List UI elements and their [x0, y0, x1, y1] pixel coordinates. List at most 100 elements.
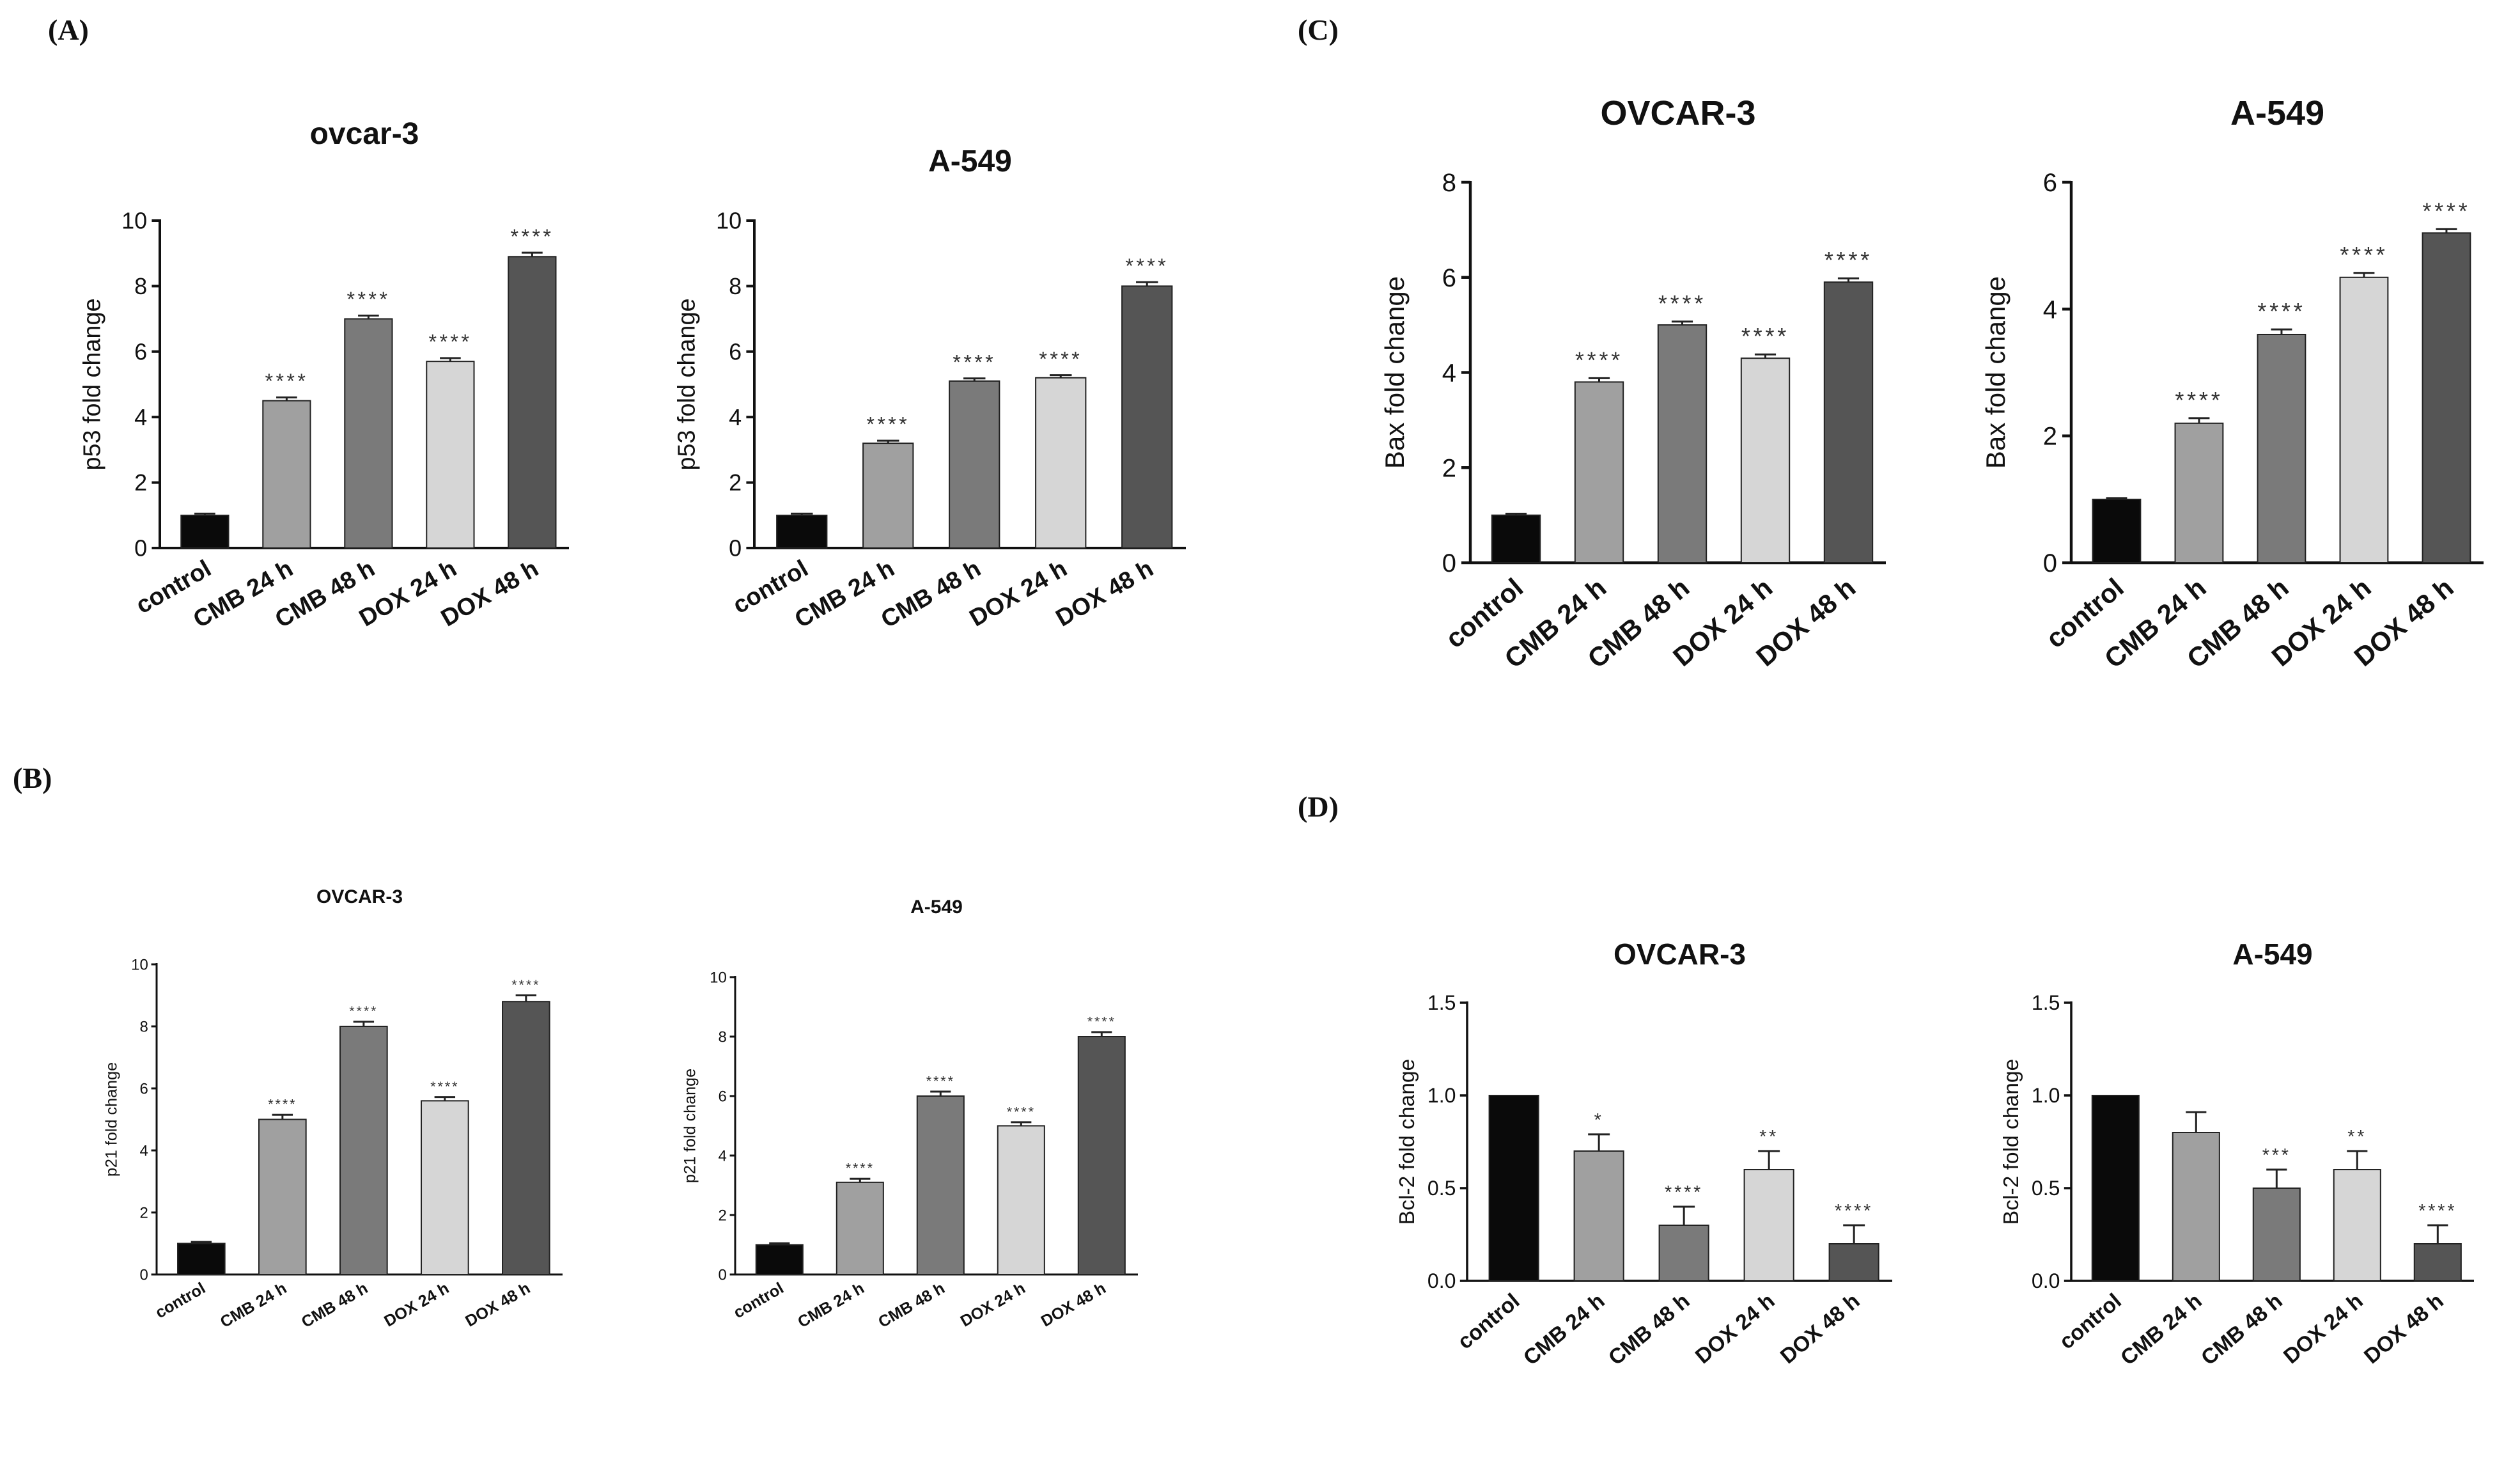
- chart-6-y-tick-label: 0: [2043, 549, 2057, 577]
- chart-5-bar: [1657, 324, 1707, 563]
- chart-5-bar: [1491, 514, 1541, 563]
- chart-4-y-tick-label: 8: [718, 1028, 726, 1046]
- chart-2-y-tick-label: 6: [729, 338, 742, 365]
- chart-4-y-tick-label: 6: [718, 1088, 726, 1105]
- chart-2-bar: [776, 514, 828, 549]
- chart-4-x-tick-label: CMB 24 h: [795, 1279, 867, 1331]
- chart-6-significance-label: ****: [2175, 387, 2223, 413]
- chart-2-x-tick-label: DOX 24 h: [965, 555, 1072, 632]
- chart-5-y-tick-label: 6: [1442, 264, 1456, 292]
- chart-8-y-tick-label: 1.0: [2032, 1084, 2060, 1107]
- chart-6-y-tick-label: 2: [2043, 423, 2057, 451]
- chart-7-title: OVCAR-3: [1614, 937, 1746, 971]
- chart-2-significance-label: ****: [866, 413, 910, 436]
- chart-3-y-tick-label: 10: [131, 956, 148, 973]
- chart-6-significance-label: ****: [2257, 298, 2305, 324]
- chart-4-x-tick-label: DOX 48 h: [1038, 1279, 1109, 1330]
- chart-4-significance-label: ****: [926, 1072, 955, 1088]
- chart-7-significance-label: *: [1594, 1110, 1604, 1131]
- chart-8-bar: [2172, 1132, 2220, 1282]
- chart-2-bar: [862, 443, 914, 549]
- chart-2-significance-label: ****: [1125, 255, 1169, 278]
- chart-3-bar: [258, 1118, 307, 1275]
- chart-4-y-tick-label: 2: [718, 1207, 726, 1224]
- chart-2-y-tick-label: 10: [716, 208, 742, 234]
- chart-2-y-tick-label: 2: [729, 469, 742, 496]
- chart-2-significance-label: ****: [953, 350, 996, 373]
- chart-3-significance-label: ****: [349, 1003, 378, 1019]
- chart-1-y-tick-label: 8: [134, 273, 147, 299]
- chart-8-bar: [2091, 1095, 2140, 1282]
- chart-8-y-label: Bcl-2 fold change: [2000, 1059, 2023, 1225]
- chart-1-y-label: p53 fold change: [79, 298, 105, 470]
- chart-6-y-tick-label: 4: [2043, 295, 2057, 324]
- chart-5-bar: [1574, 381, 1624, 563]
- chart-7-bar: [1488, 1095, 1539, 1282]
- chart-8-x-tick-label: control: [2055, 1289, 2126, 1354]
- chart-2-y-tick-label: 4: [729, 404, 742, 430]
- chart-3-y-label: p21 fold change: [103, 1062, 121, 1177]
- chart-8-bar: [2413, 1243, 2462, 1282]
- chart-7-significance-label: **: [1759, 1127, 1778, 1147]
- chart-2-x-tick-label: CMB 48 h: [876, 555, 985, 633]
- chart-5-significance-label: ****: [1741, 323, 1789, 349]
- chart-1-y-tick-label: 4: [134, 404, 147, 430]
- chart-4-x-tick-label: DOX 24 h: [958, 1279, 1029, 1330]
- chart-7-y-tick-label: 1.0: [1427, 1084, 1456, 1107]
- chart-4-title: A-549: [910, 897, 963, 918]
- chart-7-bar: [1658, 1225, 1709, 1282]
- chart-5-title: OVCAR-3: [1600, 94, 1755, 132]
- panel-label-b: (B): [13, 762, 52, 794]
- chart-8-x-tick-label: DOX 48 h: [2360, 1289, 2448, 1368]
- chart-2-bar: [1121, 285, 1173, 549]
- chart-4-bar: [836, 1181, 884, 1275]
- chart-8-x-tick-label: DOX 24 h: [2279, 1289, 2367, 1368]
- chart-3-x-tick-label: DOX 24 h: [381, 1279, 452, 1330]
- chart-2-bar: [949, 380, 1000, 549]
- chart-4-x-tick-label: control: [731, 1279, 787, 1322]
- chart-6-significance-label: ****: [2340, 242, 2388, 268]
- chart-3-significance-label: ****: [268, 1096, 297, 1112]
- chart-8-significance-label: ***: [2262, 1145, 2291, 1166]
- chart-7-y-label: Bcl-2 fold change: [1396, 1059, 1419, 1225]
- chart-5-y-tick-label: 0: [1442, 549, 1456, 577]
- chart-1-bar: [344, 318, 393, 549]
- chart-2-y-label: p53 fold change: [673, 298, 700, 470]
- chart-6-title: A-549: [2230, 94, 2324, 132]
- chart-7-x-tick-label: CMB 48 h: [1605, 1289, 1695, 1370]
- chart-6-bar: [2174, 422, 2224, 563]
- chart-7-significance-label: ****: [1665, 1182, 1703, 1203]
- chart-4-bar: [755, 1244, 804, 1275]
- chart-6-bar: [2339, 276, 2389, 563]
- chart-5-bar: [1823, 281, 1874, 563]
- chart-1-y-tick-label: 2: [134, 469, 147, 496]
- chart-3-y-tick-label: 2: [139, 1204, 148, 1221]
- chart-7-y-tick-label: 0.0: [1427, 1269, 1456, 1292]
- chart-3-x-tick-label: control: [152, 1279, 208, 1322]
- chart-1-significance-label: ****: [429, 331, 472, 354]
- chart-4-significance-label: ****: [1087, 1013, 1116, 1029]
- chart-2-x-tick-label: DOX 48 h: [1052, 555, 1158, 632]
- chart-8-title: A-549: [2232, 937, 2312, 971]
- chart-2-y-tick-label: 8: [729, 273, 742, 299]
- chart-3-y-tick-label: 0: [139, 1266, 148, 1283]
- chart-4-y-tick-label: 10: [710, 969, 727, 986]
- chart-5-bar: [1740, 357, 1791, 563]
- chart-3-bar: [177, 1243, 226, 1275]
- chart-7-bar: [1743, 1169, 1794, 1282]
- chart-7-bar: [1828, 1243, 1879, 1282]
- chart-4-bar: [1077, 1036, 1126, 1275]
- chart-5-y-tick-label: 8: [1442, 169, 1456, 197]
- chart-3-bar: [421, 1100, 469, 1276]
- chart-5-y-tick-label: 4: [1442, 359, 1456, 388]
- chart-8-x-tick-label: CMB 48 h: [2197, 1289, 2287, 1370]
- chart-1-y-tick-label: 0: [134, 535, 147, 561]
- chart-6-y-tick-label: 6: [2043, 169, 2057, 197]
- chart-6-bar: [2422, 232, 2471, 564]
- chart-6-y-label: Bax fold change: [1980, 276, 2011, 469]
- chart-7-x-tick-label: CMB 24 h: [1520, 1289, 1610, 1370]
- chart-8-significance-label: ****: [2418, 1201, 2457, 1221]
- chart-2-significance-label: ****: [1039, 347, 1082, 370]
- chart-1-bar: [426, 361, 475, 549]
- chart-1-significance-label: ****: [511, 225, 554, 248]
